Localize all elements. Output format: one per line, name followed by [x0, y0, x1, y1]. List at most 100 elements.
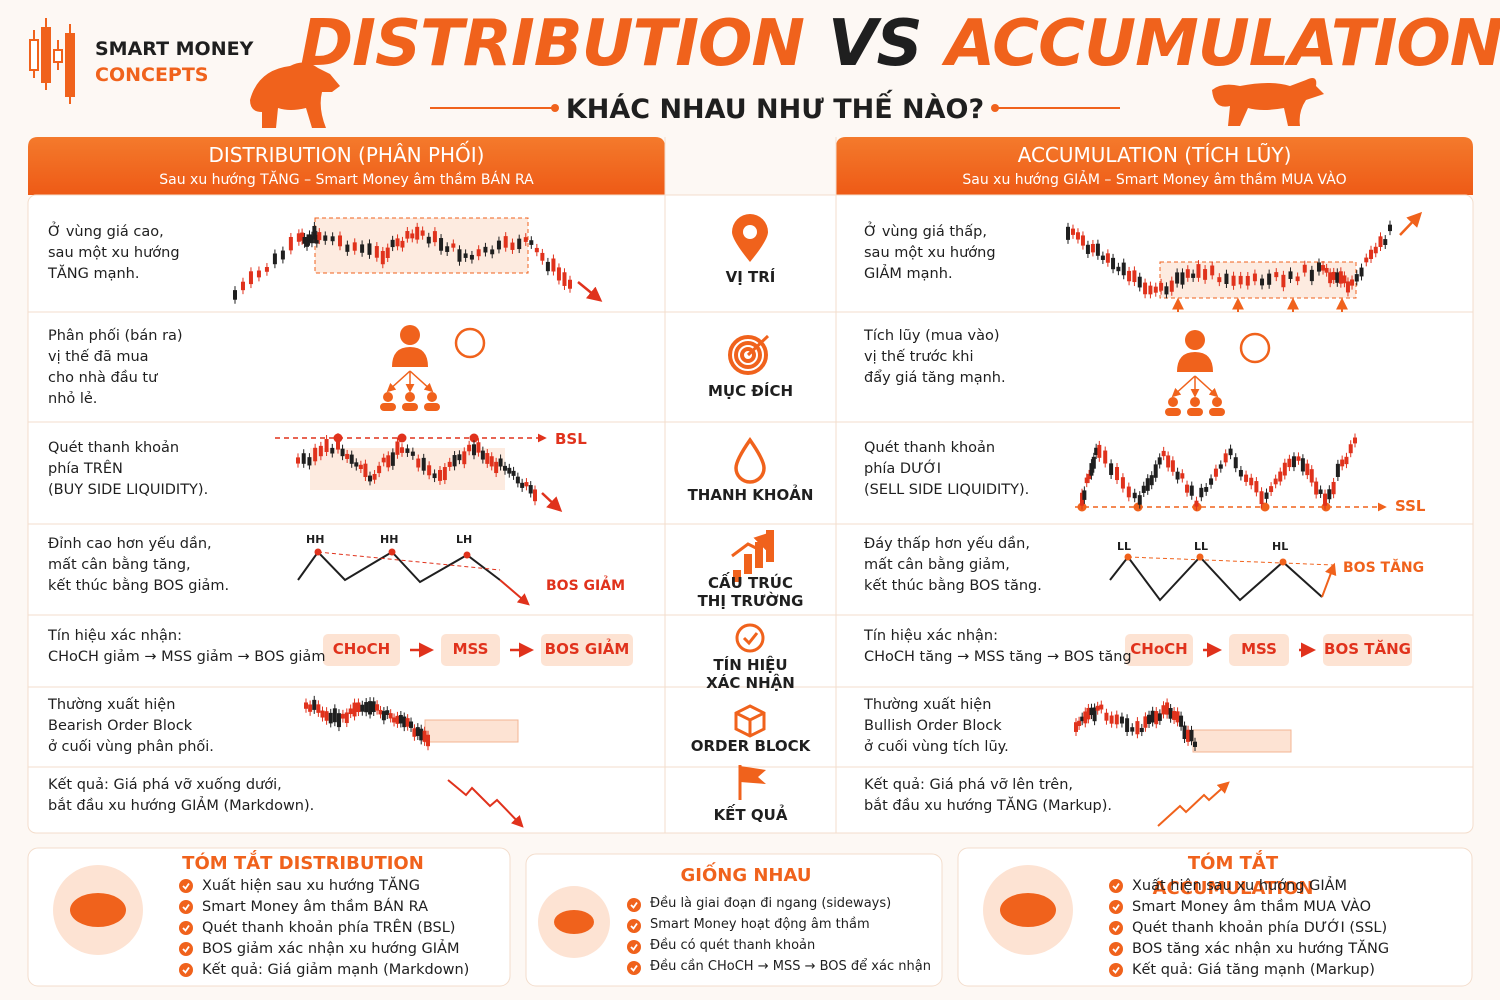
criterion-label: KẾT QUẢ — [713, 806, 788, 824]
panel-title: ACCUMULATION (TÍCH LŨY) — [1017, 143, 1292, 167]
candle — [1143, 716, 1148, 728]
check-icon — [1109, 942, 1123, 956]
icon-check-mark — [742, 632, 759, 646]
candle — [412, 728, 417, 737]
candle — [445, 246, 450, 252]
candle — [1161, 705, 1166, 715]
criterion-label: MỤC ĐÍCH — [707, 382, 794, 400]
order-block — [424, 719, 519, 743]
trend-arrow — [541, 492, 563, 513]
candle — [344, 712, 349, 724]
candle — [1070, 228, 1075, 235]
candle — [1323, 493, 1328, 506]
candle — [410, 451, 415, 456]
candle — [348, 708, 353, 715]
candle — [328, 712, 333, 724]
candle — [1150, 710, 1155, 723]
check-icon — [179, 879, 193, 893]
candle — [1127, 270, 1132, 282]
candle — [457, 454, 462, 461]
candle — [375, 704, 380, 711]
icon-target-arrow — [746, 334, 770, 357]
summary-card — [27, 847, 511, 987]
icon-small-head — [1190, 397, 1200, 407]
candle — [1348, 444, 1353, 454]
candle — [1305, 463, 1310, 476]
weakening-line — [1127, 556, 1335, 566]
summary-title: TÓM TẮT ACCUMULATION — [1152, 853, 1314, 900]
summary-item: Quét thanh khoản phía DƯỚI (SSL) — [1132, 920, 1388, 936]
candle — [1350, 279, 1355, 286]
title-word: DISTRIBUTION — [300, 7, 805, 81]
candle — [1287, 458, 1292, 468]
candle — [503, 465, 507, 471]
icon-person-body — [1177, 352, 1213, 372]
candle — [1189, 485, 1194, 496]
row-text: Thường xuất hiện Bearish Order Block ở c… — [48, 697, 214, 756]
candle — [301, 453, 306, 464]
trend-arrow — [1399, 211, 1423, 236]
candle — [1164, 286, 1169, 295]
summary-title: GIỐNG NHAU — [680, 865, 812, 886]
candle — [1180, 272, 1185, 285]
candle — [476, 442, 481, 453]
candle — [545, 261, 550, 272]
candle — [1321, 265, 1326, 271]
candle — [402, 716, 407, 728]
candle — [1186, 729, 1191, 742]
candle — [385, 710, 390, 716]
candle — [432, 473, 437, 479]
row-text: Thường xuất hiện Bullish Order Block ở c… — [864, 697, 1009, 756]
subtitle-dot — [991, 104, 999, 112]
check-mark — [630, 943, 638, 951]
candle — [517, 238, 522, 250]
candle — [1091, 456, 1096, 469]
candle — [510, 242, 515, 250]
candle — [372, 474, 377, 480]
icon-small-head — [405, 392, 415, 402]
candle — [1149, 475, 1154, 486]
candle — [345, 453, 350, 459]
candle — [1231, 275, 1236, 286]
candle — [1191, 273, 1196, 278]
summary-item: Kết quả: Giá tăng mạnh (Markup) — [1132, 962, 1375, 978]
subtitle: KHÁC NHAU NHƯ THẾ NÀO? — [565, 94, 985, 125]
panel-header — [836, 137, 1473, 195]
candle — [300, 232, 305, 241]
candle — [427, 465, 432, 476]
candle — [503, 236, 508, 248]
swing-point — [463, 551, 471, 559]
candle — [1104, 712, 1109, 721]
candle — [388, 713, 393, 719]
candle — [415, 727, 420, 736]
check-icon — [627, 898, 641, 912]
criterion-label: ORDER BLOCK — [690, 737, 811, 755]
summary-item: BOS tăng xác nhận xu hướng TĂNG — [1132, 941, 1390, 957]
candle — [340, 448, 345, 457]
candle — [1168, 708, 1173, 719]
summary-item: BOS giảm xác nhận xu hướng GIẢM — [202, 941, 460, 957]
bos-label: BOS TĂNG — [1343, 560, 1425, 576]
candle — [1252, 273, 1257, 282]
candle — [330, 447, 335, 454]
sweep-point — [397, 433, 407, 443]
check-icon — [179, 900, 193, 914]
icon-small-head — [1212, 397, 1222, 407]
candle — [1120, 477, 1125, 489]
subtitle-dot — [551, 104, 559, 112]
row-text: Ở vùng giá cao, sau một xu hướng TĂNG mạ… — [48, 224, 180, 283]
summary-item: Xuất hiện sau xu hướng TĂNG — [202, 878, 420, 894]
comparison-body — [27, 194, 1474, 834]
candle — [1080, 492, 1084, 506]
candle — [1373, 246, 1378, 254]
candle — [1089, 463, 1094, 476]
liquidity-label: SSL — [1395, 497, 1426, 515]
candle — [240, 281, 245, 291]
candle — [1344, 456, 1349, 465]
check-icon — [179, 963, 193, 977]
check-icon — [627, 940, 641, 954]
icon-target — [740, 347, 756, 363]
check-icon — [179, 942, 193, 956]
candle — [1209, 478, 1214, 485]
